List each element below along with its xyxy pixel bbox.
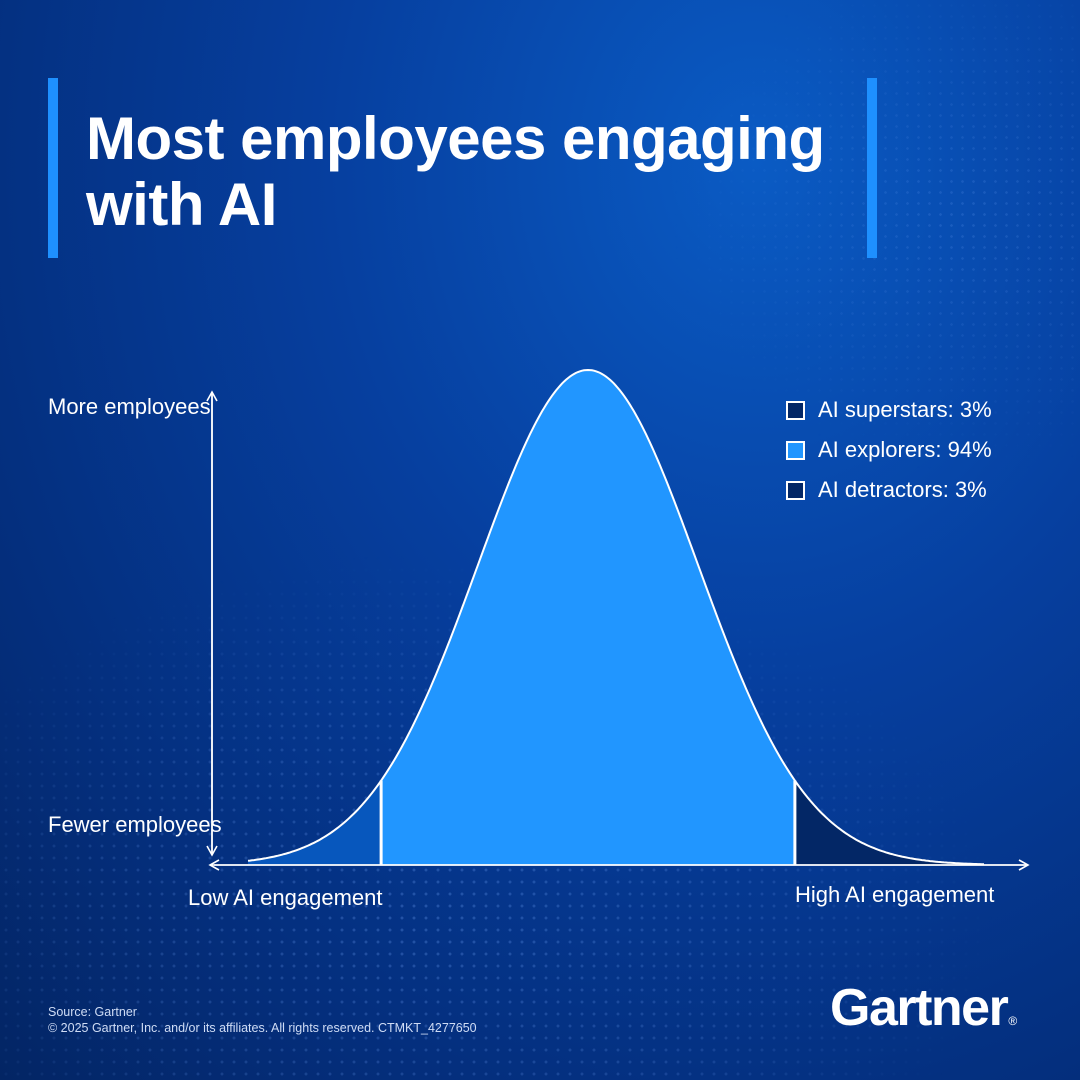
gartner-logo: Gartner®	[830, 978, 1017, 1038]
y-axis-label-low: Fewer employees	[48, 812, 222, 837]
legend-item-detractors: AI detractors: 3%	[786, 470, 992, 510]
page-title: Most employees engaging with AI	[86, 105, 825, 238]
detractors-segment	[248, 780, 382, 865]
x-axis-label-high: High AI engagement	[795, 882, 995, 907]
legend-label-explorers: AI explorers: 94%	[818, 437, 992, 462]
legend-item-explorers: AI explorers: 94%	[786, 430, 992, 470]
title-accent-bar-right	[867, 78, 877, 258]
legend-swatch-detractors	[786, 480, 805, 500]
logo-text: Gartner	[830, 979, 1009, 1037]
chart-legend: AI superstars: 3% AI explorers: 94% AI d…	[786, 390, 992, 510]
x-axis-label-low: Low AI engagement	[188, 885, 383, 910]
legend-swatch-superstars	[786, 400, 805, 420]
source-text: Source: Gartner	[48, 1005, 137, 1019]
explorers-segment	[381, 370, 795, 865]
title-accent-bar-left	[48, 78, 58, 258]
legend-label-superstars: AI superstars: 3%	[818, 397, 992, 422]
copyright-text: © 2025 Gartner, Inc. and/or its affiliat…	[48, 1021, 477, 1035]
footer: Source: Gartner © 2025 Gartner, Inc. and…	[48, 1004, 477, 1036]
y-axis-label-high: More employees	[48, 394, 211, 419]
legend-label-detractors: AI detractors: 3%	[818, 477, 987, 502]
distribution-curve	[247, 368, 984, 866]
superstars-segment	[794, 780, 985, 865]
logo-registered-mark: ®	[1008, 1014, 1018, 1028]
legend-swatch-explorers	[786, 440, 805, 460]
legend-item-superstars: AI superstars: 3%	[786, 390, 992, 430]
